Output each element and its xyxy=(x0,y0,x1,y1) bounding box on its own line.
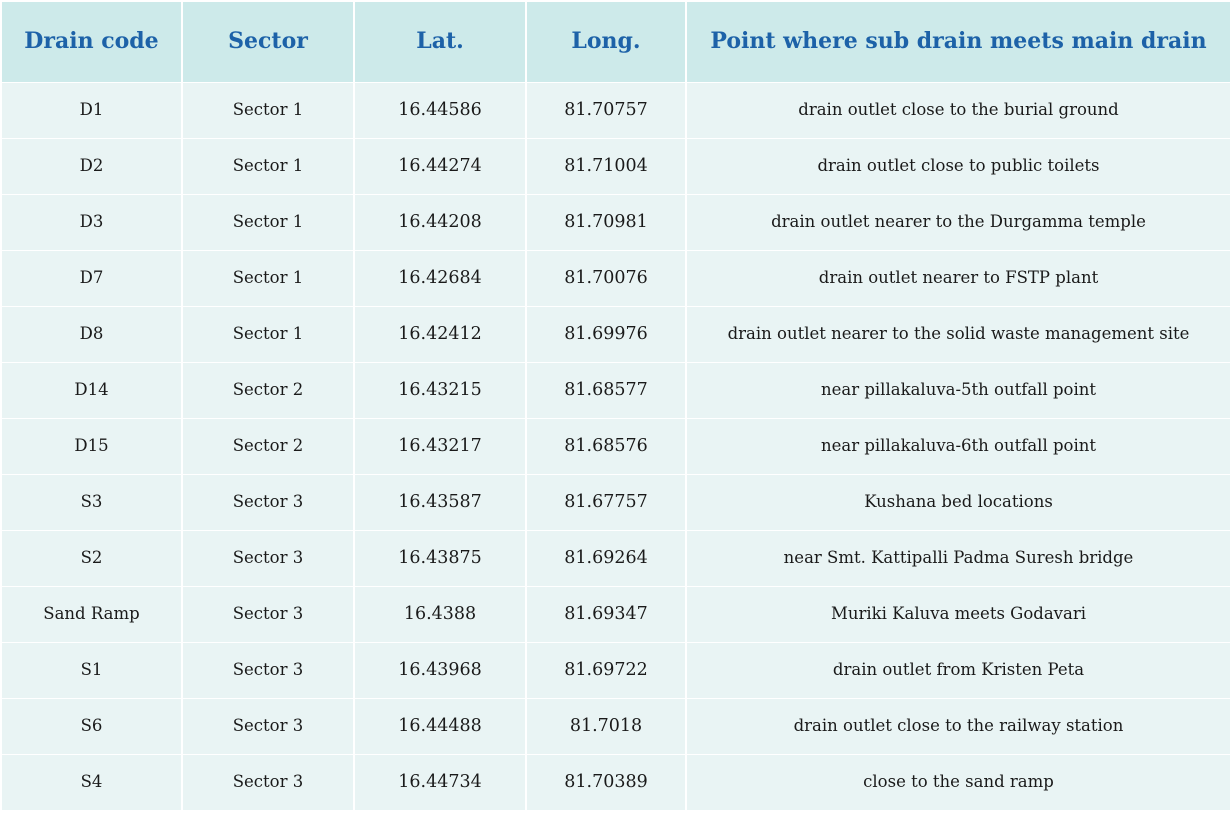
lat-cell: 16.44734 xyxy=(353,753,526,810)
lat-cell: 16.43217 xyxy=(353,417,526,474)
long-cell: 81.70981 xyxy=(525,193,686,250)
header-row: Drain code Sector Lat. Long. Point where… xyxy=(2,2,1230,82)
lat-cell: 16.43215 xyxy=(353,361,526,418)
meeting-point-cell: near Smt. Kattipalli Padma Suresh bridge xyxy=(685,529,1230,586)
header-lat: Lat. xyxy=(353,2,526,82)
meeting-point-cell: drain outlet close to the railway statio… xyxy=(685,697,1230,754)
sector-cell: Sector 3 xyxy=(181,529,354,586)
lat-cell: 16.43587 xyxy=(353,473,526,530)
meeting-point-cell: Muriki Kaluva meets Godavari xyxy=(685,585,1230,642)
long-cell: 81.69976 xyxy=(525,305,686,362)
drain-outlet-table: Drain code Sector Lat. Long. Point where… xyxy=(2,2,1230,810)
table-row: S6 Sector 3 16.44488 81.7018 drain outlet cl… xyxy=(2,697,1230,754)
meeting-point-cell: drain outlet nearer to the solid waste m… xyxy=(685,305,1230,362)
table-body: D1 Sector 1 16.44586 81.70757 drain outlet c… xyxy=(2,81,1230,810)
sector-cell: Sector 3 xyxy=(181,641,354,698)
drain-code-cell: Sand Ramp xyxy=(2,585,182,642)
drain-code-cell: S4 xyxy=(2,753,182,810)
drain-code-cell: S3 xyxy=(2,473,182,530)
sector-cell: Sector 3 xyxy=(181,697,354,754)
long-cell: 81.70389 xyxy=(525,753,686,810)
long-cell: 81.68577 xyxy=(525,361,686,418)
table-row: D2 Sector 1 16.44274 81.71004 drain outlet c… xyxy=(2,137,1230,194)
long-cell: 81.71004 xyxy=(525,137,686,194)
lat-cell: 16.4388 xyxy=(353,585,526,642)
sector-cell: Sector 3 xyxy=(181,473,354,530)
drain-code-cell: S2 xyxy=(2,529,182,586)
long-cell: 81.70757 xyxy=(525,81,686,138)
meeting-point-cell: Kushana bed locations xyxy=(685,473,1230,530)
long-cell: 81.69722 xyxy=(525,641,686,698)
sector-cell: Sector 3 xyxy=(181,753,354,810)
header-meeting-point: Point where sub drain meets main drain xyxy=(685,2,1230,82)
table-row: S3 Sector 3 16.43587 81.67757 Kushana bed lo… xyxy=(2,473,1230,530)
table-row: S2 Sector 3 16.43875 81.69264 near Smt. Katt… xyxy=(2,529,1230,586)
long-cell: 81.67757 xyxy=(525,473,686,530)
meeting-point-cell: close to the sand ramp xyxy=(685,753,1230,810)
table-row: D14 Sector 2 16.43215 81.68577 near pillakal… xyxy=(2,361,1230,418)
header-drain-code: Drain code xyxy=(24,28,159,55)
drain-code-cell: S1 xyxy=(2,641,182,698)
drain-code-cell: D14 xyxy=(2,361,182,418)
drain-code-cell: S6 xyxy=(2,697,182,754)
header-long: Long. xyxy=(525,2,686,82)
meeting-point-cell: drain outlet nearer to FSTP plant xyxy=(685,249,1230,306)
table-row: S1 Sector 3 16.43968 81.69722 drain outlet f… xyxy=(2,641,1230,698)
lat-cell: 16.43968 xyxy=(353,641,526,698)
table-row: D15 Sector 2 16.43217 81.68576 near pillakal… xyxy=(2,417,1230,474)
long-cell: 81.7018 xyxy=(525,697,686,754)
lat-cell: 16.42412 xyxy=(353,305,526,362)
sector-cell: Sector 3 xyxy=(181,585,354,642)
header-sector: Sector xyxy=(181,2,354,82)
meeting-point-cell: near pillakaluva-5th outfall point xyxy=(685,361,1230,418)
drain-code-cell: D2 xyxy=(2,137,182,194)
meeting-point-cell: near pillakaluva-6th outfall point xyxy=(685,417,1230,474)
meeting-point-cell: drain outlet nearer to the Durgamma temp… xyxy=(685,193,1230,250)
meeting-point-cell: drain outlet close to the burial ground xyxy=(685,81,1230,138)
meeting-point-cell: drain outlet from Kristen Peta xyxy=(685,641,1230,698)
lat-cell: 16.42684 xyxy=(353,249,526,306)
table-row: D7 Sector 1 16.42684 81.70076 drain outlet n… xyxy=(2,249,1230,306)
sector-cell: Sector 2 xyxy=(181,417,354,474)
sector-cell: Sector 1 xyxy=(181,81,354,138)
drain-code-cell: D1 xyxy=(2,81,182,138)
lat-cell: 16.44208 xyxy=(353,193,526,250)
table-row: D3 Sector 1 16.44208 81.70981 drain outlet n… xyxy=(2,193,1230,250)
drain-code-cell: D8 xyxy=(2,305,182,362)
long-cell: 81.69264 xyxy=(525,529,686,586)
drain-code-cell: D3 xyxy=(2,193,182,250)
table-row: S4 Sector 3 16.44734 81.70389 close to the s… xyxy=(2,753,1230,810)
sector-cell: Sector 1 xyxy=(181,193,354,250)
sector-cell: Sector 2 xyxy=(181,361,354,418)
meeting-point-cell: drain outlet close to public toilets xyxy=(685,137,1230,194)
long-cell: 81.68576 xyxy=(525,417,686,474)
table-row: Sand Ramp Sector 3 16.4388 81.69347 Muriki K… xyxy=(2,585,1230,642)
lat-cell: 16.44274 xyxy=(353,137,526,194)
sector-cell: Sector 1 xyxy=(181,305,354,362)
lat-cell: 16.44586 xyxy=(353,81,526,138)
sector-cell: Sector 1 xyxy=(181,137,354,194)
table-row: D8 Sector 1 16.42412 81.69976 drain outlet n… xyxy=(2,305,1230,362)
drain-code-cell: D15 xyxy=(2,417,182,474)
sector-cell: Sector 1 xyxy=(181,249,354,306)
drain-code-cell: D7 xyxy=(2,249,182,306)
lat-cell: 16.44488 xyxy=(353,697,526,754)
table-row: D1 Sector 1 16.44586 81.70757 drain outlet c… xyxy=(2,81,1230,138)
lat-cell: 16.43875 xyxy=(353,529,526,586)
long-cell: 81.69347 xyxy=(525,585,686,642)
long-cell: 81.70076 xyxy=(525,249,686,306)
table-header: Drain code Sector Lat. Long. Point where… xyxy=(2,2,1230,82)
